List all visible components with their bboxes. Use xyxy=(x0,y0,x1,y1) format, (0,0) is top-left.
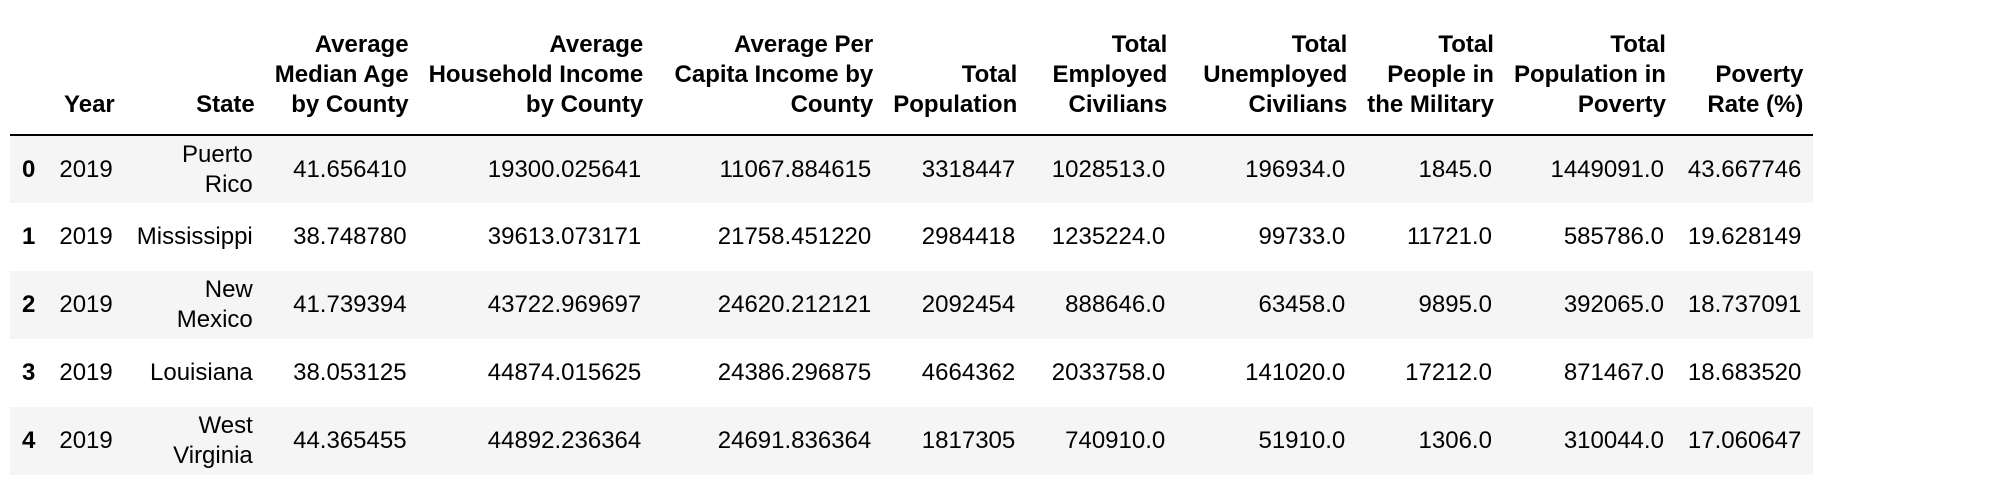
row-index: 0 xyxy=(22,155,36,183)
cell-total-employed-civilians: 1235224.0 xyxy=(1051,223,1166,250)
cell-average-per-capita-income: 24386.296875 xyxy=(717,359,872,386)
cell-average-median-age: 38.053125 xyxy=(293,359,407,386)
cell-average-per-capita-income: 24620.212121 xyxy=(717,291,872,318)
cell-total-unemployed-civilians: 51910.0 xyxy=(1258,427,1346,454)
cell-total-population-in-poverty: 310044.0 xyxy=(1563,427,1664,454)
cell-total-employed-civilians: 1028513.0 xyxy=(1051,155,1166,183)
cell-total-population-in-poverty: 585786.0 xyxy=(1563,223,1664,250)
dataframe-table: Year State Average Median Age by County … xyxy=(10,20,1814,475)
cell-year: 2019 xyxy=(59,291,113,318)
cell-average-median-age: 38.748780 xyxy=(293,223,407,250)
cell-average-per-capita-income: 24691.836364 xyxy=(717,427,872,454)
cell-year: 2019 xyxy=(59,359,113,386)
table-row: 4 2019 West Virginia 44.365455 44892.236… xyxy=(10,407,1814,475)
cell-total-people-in-military: 1306.0 xyxy=(1418,427,1492,454)
column-header-average-median-age: Average Median Age by County xyxy=(264,20,419,136)
cell-total-employed-civilians: 888646.0 xyxy=(1065,291,1166,318)
cell-poverty-rate: 17.060647 xyxy=(1687,427,1802,454)
cell-total-population: 1817305 xyxy=(921,427,1016,454)
cell-average-household-income: 43722.969697 xyxy=(487,291,642,318)
cell-state: New Mexico xyxy=(176,276,253,333)
row-index: 3 xyxy=(22,359,36,386)
cell-total-unemployed-civilians: 99733.0 xyxy=(1258,223,1346,250)
cell-state: Louisiana xyxy=(150,359,253,386)
cell-total-population-in-poverty: 871467.0 xyxy=(1563,359,1664,386)
column-header-total-population-in-poverty: Total Population in Poverty xyxy=(1503,20,1676,136)
cell-average-household-income: 44874.015625 xyxy=(487,359,642,386)
column-header-total-people-in-military: Total People in the Military xyxy=(1357,20,1504,136)
cell-total-population: 3318447 xyxy=(921,155,1016,183)
table-row: 0 2019 Puerto Rico 41.656410 19300.02564… xyxy=(10,135,1814,203)
column-header-total-unemployed-civilians: Total Unemployed Civilians xyxy=(1177,20,1358,136)
index-header xyxy=(10,20,48,136)
cell-total-population: 4664362 xyxy=(921,359,1016,386)
table-row: 3 2019 Louisiana 38.053125 44874.015625 … xyxy=(10,339,1814,407)
cell-total-employed-civilians: 740910.0 xyxy=(1065,427,1166,454)
header-row: Year State Average Median Age by County … xyxy=(10,20,1814,136)
cell-total-people-in-military: 11721.0 xyxy=(1406,223,1492,250)
cell-average-median-age: 44.365455 xyxy=(293,427,407,454)
column-header-year: Year xyxy=(47,20,125,136)
cell-average-household-income: 44892.236364 xyxy=(487,427,642,454)
cell-state: Puerto Rico xyxy=(182,140,253,198)
dataframe-output: Year State Average Median Age by County … xyxy=(10,20,1814,475)
cell-average-household-income: 39613.073171 xyxy=(487,223,642,250)
cell-poverty-rate: 43.667746 xyxy=(1687,155,1802,183)
row-index: 2 xyxy=(22,291,36,318)
column-header-average-per-capita-income: Average Per Capita Income by County xyxy=(653,20,884,136)
cell-poverty-rate: 18.737091 xyxy=(1687,291,1802,318)
cell-poverty-rate: 18.683520 xyxy=(1687,359,1802,386)
table-body: 0 2019 Puerto Rico 41.656410 19300.02564… xyxy=(10,135,1814,475)
cell-total-population-in-poverty: 392065.0 xyxy=(1563,291,1664,318)
cell-total-population: 2984418 xyxy=(921,223,1016,250)
column-header-total-employed-civilians: Total Employed Civilians xyxy=(1027,20,1178,136)
column-header-state: State xyxy=(124,20,265,136)
cell-state: West Virginia xyxy=(173,412,253,469)
cell-average-per-capita-income: 11067.884615 xyxy=(719,155,872,183)
cell-total-employed-civilians: 2033758.0 xyxy=(1051,359,1166,386)
cell-total-people-in-military: 17212.0 xyxy=(1405,359,1492,386)
cell-total-population: 2092454 xyxy=(921,291,1016,318)
cell-poverty-rate: 19.628149 xyxy=(1687,223,1802,250)
cell-average-median-age: 41.656410 xyxy=(293,155,407,183)
cell-total-unemployed-civilians: 196934.0 xyxy=(1245,155,1346,183)
cell-average-per-capita-income: 21758.451220 xyxy=(717,223,872,250)
cell-total-unemployed-civilians: 63458.0 xyxy=(1258,291,1346,318)
row-index: 1 xyxy=(22,223,36,250)
row-index: 4 xyxy=(22,427,36,454)
cell-year: 2019 xyxy=(59,155,113,183)
table-header: Year State Average Median Age by County … xyxy=(10,20,1814,136)
cell-total-people-in-military: 1845.0 xyxy=(1418,155,1492,183)
cell-total-people-in-military: 9895.0 xyxy=(1418,291,1492,318)
cell-total-unemployed-civilians: 141020.0 xyxy=(1245,359,1346,386)
cell-average-median-age: 41.739394 xyxy=(293,291,407,318)
column-header-poverty-rate: Poverty Rate (%) xyxy=(1675,20,1814,136)
column-header-average-household-income: Average Household Income by County xyxy=(418,20,654,136)
cell-year: 2019 xyxy=(59,223,113,250)
cell-state: Mississippi xyxy=(136,223,253,250)
cell-total-population-in-poverty: 1449091.0 xyxy=(1550,155,1664,183)
table-row: 1 2019 Mississippi 38.748780 39613.07317… xyxy=(10,203,1814,271)
cell-average-household-income: 19300.025641 xyxy=(487,155,642,183)
column-header-total-population: Total Population xyxy=(883,20,1028,136)
cell-year: 2019 xyxy=(59,427,113,454)
table-row: 2 2019 New Mexico 41.739394 43722.969697… xyxy=(10,271,1814,339)
